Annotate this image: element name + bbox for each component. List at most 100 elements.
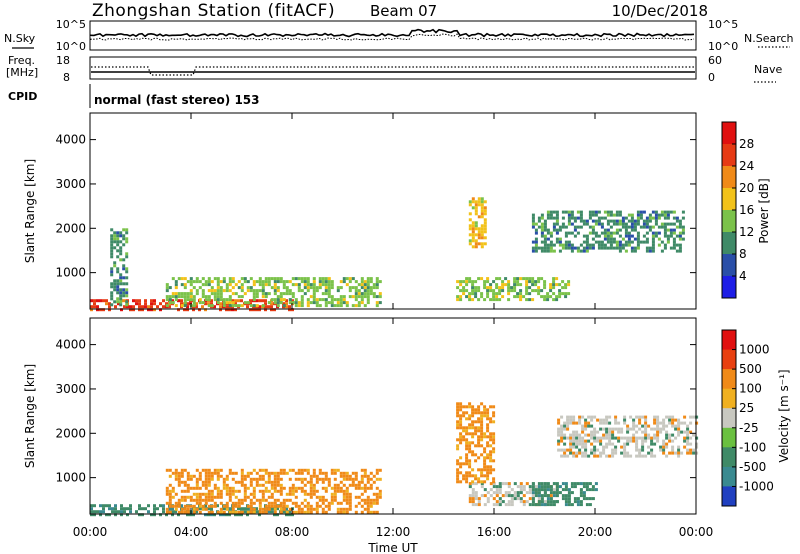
power-cell [132, 308, 135, 312]
power-cell [471, 224, 475, 228]
power-cell [110, 243, 114, 247]
velocity-cell [156, 507, 159, 511]
power-cell [125, 240, 129, 244]
velocity-cell [632, 424, 636, 428]
power-colorbar-swatch [722, 122, 736, 145]
velocity-cell [342, 483, 346, 487]
velocity-cell [468, 450, 472, 454]
power-cell [642, 225, 646, 229]
velocity-cell [477, 456, 481, 460]
power-colorbar-swatch [722, 144, 736, 167]
velocity-cell [213, 468, 217, 472]
power-cell [270, 277, 274, 281]
power-cell [558, 249, 562, 253]
velocity-cell [120, 513, 123, 517]
velocity-cell [159, 504, 162, 508]
power-cell [651, 237, 655, 241]
velocity-cell [492, 503, 496, 507]
velocity-cell [563, 436, 567, 440]
velocity-cell [117, 510, 120, 514]
velocity-cell [570, 503, 574, 507]
velocity-cell [575, 433, 579, 437]
power-cell [174, 298, 178, 302]
power-cell [360, 283, 364, 287]
velocity-cell [468, 441, 472, 445]
velocity-cell [375, 477, 379, 481]
velocity-cell [492, 432, 496, 436]
velocity-cell [243, 492, 247, 496]
velocity-cell [468, 471, 472, 475]
power-cell [378, 280, 382, 284]
velocity-cell [120, 507, 123, 511]
velocity-cell [273, 498, 277, 502]
power-cell [213, 289, 217, 293]
power-cell [119, 246, 123, 250]
velocity-cell [668, 433, 672, 437]
velocity-cell [177, 483, 181, 487]
power-cell [486, 277, 490, 281]
velocity-cell [578, 451, 582, 455]
power-cell [567, 280, 571, 284]
velocity-cell [171, 507, 174, 511]
velocity-cell [204, 495, 208, 499]
power-cell [267, 301, 271, 305]
power-cell [561, 225, 565, 229]
velocity-cell [486, 468, 490, 472]
velocity-cell [656, 430, 660, 434]
velocity-cell [261, 477, 265, 481]
velocity-cell [273, 471, 277, 475]
power-cell [657, 243, 661, 247]
velocity-cell [659, 448, 663, 452]
power-cell [549, 243, 553, 247]
velocity-cell [279, 504, 283, 508]
velocity-cell [165, 468, 169, 472]
velocity-cell [483, 488, 487, 492]
velocity-cell [531, 488, 535, 492]
power-cell [477, 200, 481, 204]
velocity-cell [620, 445, 624, 449]
velocity-cell [573, 482, 577, 486]
velocity-cell [375, 501, 379, 505]
power-cell [555, 283, 559, 287]
power-cell [122, 276, 126, 280]
power-cell [234, 304, 238, 308]
power-cell [633, 225, 637, 229]
velocity-cell [345, 492, 349, 496]
velocity-cell [581, 442, 585, 446]
power-cell [573, 228, 577, 232]
power-cell [165, 286, 169, 290]
velocity-cell [297, 468, 301, 472]
velocity-cell [258, 483, 262, 487]
power-cell [150, 305, 153, 309]
power-cell [306, 301, 310, 305]
power-cell [567, 213, 571, 217]
velocity-cell [273, 474, 277, 478]
power-cell [591, 225, 595, 229]
velocity-cell [471, 408, 475, 412]
power-cell [324, 289, 328, 293]
velocity-cell [605, 436, 609, 440]
power-cell [135, 302, 138, 306]
velocity-cell [330, 498, 334, 502]
velocity-cell [546, 500, 550, 504]
velocity-cell [596, 418, 600, 422]
power-cell [663, 246, 667, 250]
power-cell [363, 289, 367, 293]
power-cell [513, 295, 517, 299]
power-cell [303, 292, 307, 296]
power-cell [477, 289, 481, 293]
velocity-cell [557, 430, 561, 434]
velocity-cell [492, 450, 496, 454]
power-cell [204, 283, 208, 287]
velocity-cell [582, 491, 586, 495]
power-cell [231, 299, 234, 303]
power-cell [612, 240, 616, 244]
velocity-cell [593, 430, 597, 434]
velocity-cell [228, 468, 232, 472]
power-cell [255, 299, 258, 303]
velocity-cell [546, 488, 550, 492]
power-cell [480, 224, 484, 228]
velocity-cell [513, 494, 517, 498]
power-cell [651, 234, 655, 238]
power-colorbar-tick-label: 8 [739, 247, 747, 261]
